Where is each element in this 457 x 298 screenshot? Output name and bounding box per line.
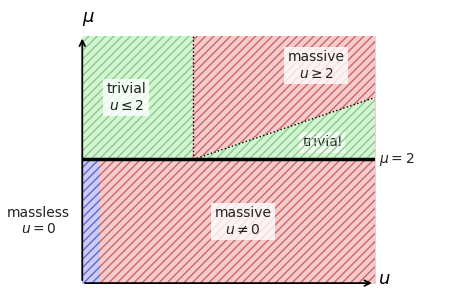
- Text: $u$: $u$: [377, 270, 390, 288]
- Text: massive
$u \neq 0$: massive $u \neq 0$: [215, 206, 271, 236]
- Text: massless
$u = 0$: massless $u = 0$: [7, 206, 70, 236]
- Text: $\mu$: $\mu$: [82, 10, 95, 28]
- Text: trivial
$u \leq 2$: trivial $u \leq 2$: [106, 83, 146, 113]
- Polygon shape: [193, 97, 375, 159]
- Text: $\mu = 2$: $\mu = 2$: [379, 151, 414, 168]
- Text: massive
$u \geq 2$: massive $u \geq 2$: [288, 50, 345, 80]
- Text: trivial: trivial: [302, 135, 342, 149]
